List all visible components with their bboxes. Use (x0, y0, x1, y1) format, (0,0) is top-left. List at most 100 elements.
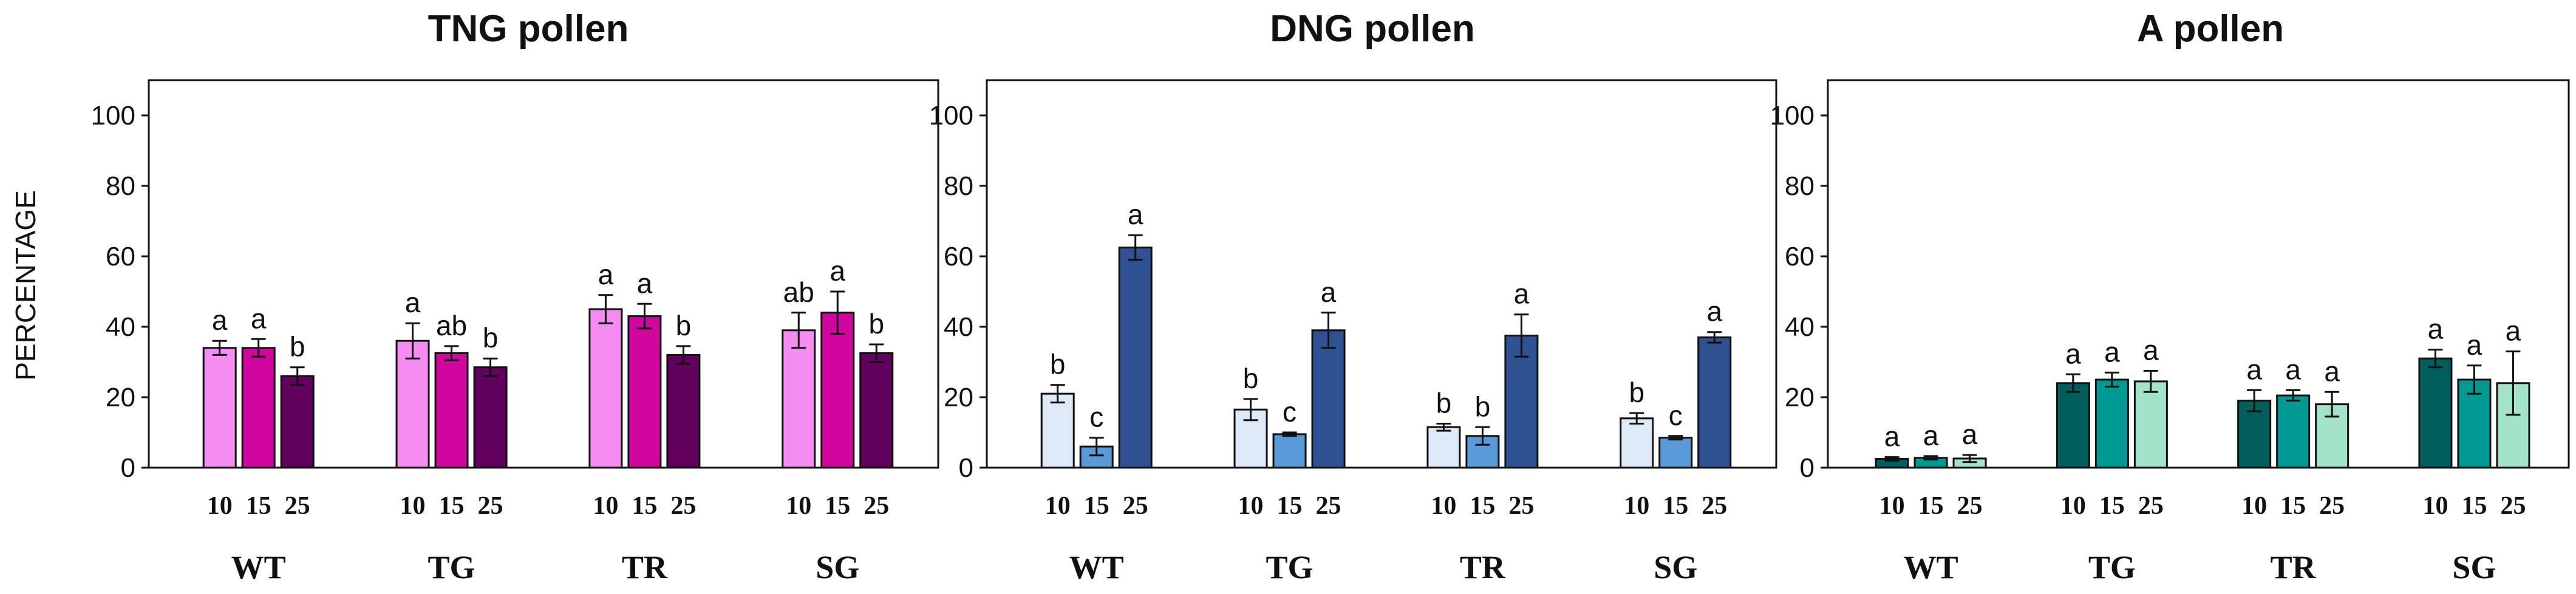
significance-letter: a (2324, 355, 2340, 387)
y-tick-label: 20 (944, 383, 973, 412)
y-tick-label: 60 (944, 242, 973, 271)
y-tick-label: 100 (929, 101, 973, 131)
bar-tr-15 (2276, 394, 2311, 469)
significance-letter: a (2506, 315, 2521, 347)
x-subcategory-label: 15 (246, 492, 271, 520)
significance-letter: b (1436, 387, 1452, 419)
x-group-label: TG (2088, 549, 2136, 585)
significance-letter: a (1923, 420, 1939, 451)
chart-title: TNG pollen (428, 8, 629, 50)
bar-tr-10 (1426, 426, 1461, 469)
x-subcategory-label: 15 (439, 492, 465, 520)
significance-letter: a (2065, 338, 2081, 369)
y-tick-label: 40 (106, 312, 135, 342)
y-axis-label: PERCENTAGE (10, 190, 41, 381)
bar-sg-10 (2418, 357, 2453, 469)
plot-frame (1827, 79, 2570, 469)
x-group-label: WT (231, 549, 286, 585)
bar-tr-10 (588, 308, 623, 469)
x-group-label: TR (622, 549, 668, 585)
y-tick-label: 100 (1770, 101, 1814, 131)
bar-wt-25 (280, 375, 315, 469)
x-subcategory-label: 25 (285, 492, 310, 520)
x-subcategory-label: 15 (1277, 492, 1303, 520)
x-subcategory-label: 15 (1470, 492, 1495, 520)
x-subcategory-label: 15 (1084, 492, 1109, 520)
significance-letter: b (1243, 363, 1259, 394)
y-tick-label: 60 (1785, 242, 1814, 271)
significance-letter: a (1514, 278, 1530, 310)
significance-letter: a (598, 259, 614, 290)
significance-letter: b (290, 331, 305, 363)
bar-tg-10 (395, 340, 430, 469)
significance-letter: a (2143, 335, 2159, 366)
plot-frame (986, 79, 1777, 469)
significance-letter: b (1475, 391, 1491, 422)
x-group-label: SG (1654, 549, 1697, 585)
y-tick-label: 20 (106, 383, 135, 412)
bar-tr-15 (627, 315, 662, 469)
bar-tr-25 (666, 353, 701, 469)
significance-letter: b (868, 308, 884, 340)
significance-letter: b (1050, 349, 1066, 380)
significance-letter: a (2104, 336, 2120, 367)
y-tick-label: 100 (91, 101, 135, 131)
significance-letter: a (2246, 353, 2262, 385)
bar-wt-15 (241, 347, 276, 469)
significance-letter: a (2467, 329, 2482, 361)
y-tick-label: 40 (1785, 312, 1814, 342)
significance-letter: a (637, 267, 653, 299)
significance-letter: a (1706, 296, 1722, 327)
significance-letter: b (676, 310, 692, 341)
x-group-label: WT (1069, 549, 1124, 585)
x-subcategory-label: 10 (2241, 492, 2267, 520)
bar-sg-25 (2496, 382, 2530, 469)
significance-letter: a (2428, 313, 2444, 345)
significance-letter: a (1962, 418, 1978, 450)
bar-tg-15 (1272, 433, 1307, 469)
x-subcategory-label: 15 (2280, 492, 2306, 520)
x-subcategory-label: 25 (478, 492, 503, 520)
significance-letter: b (1629, 377, 1644, 408)
significance-letter: a (2285, 353, 2301, 385)
bar-tg-25 (473, 366, 508, 469)
y-tick-label: 0 (1800, 453, 1814, 483)
significance-letter: c (1283, 396, 1297, 428)
y-tick-label: 40 (944, 312, 973, 342)
x-subcategory-label: 15 (2461, 492, 2487, 520)
x-subcategory-label: 25 (1123, 492, 1148, 520)
bar-wt-10 (1040, 392, 1075, 469)
bar-sg-25 (859, 352, 894, 469)
x-subcategory-label: 10 (1045, 492, 1071, 520)
chart-panels: TNG pollen020406080100a10a15b25WTa10ab15… (91, 8, 2570, 585)
significance-letter: a (1884, 421, 1900, 452)
x-subcategory-label: 25 (2138, 492, 2164, 520)
y-tick-label: 80 (1785, 171, 1814, 201)
significance-letter: a (830, 255, 845, 287)
x-subcategory-label: 15 (825, 492, 850, 520)
significance-letter: a (251, 302, 267, 334)
x-subcategory-label: 15 (1918, 492, 1944, 520)
x-subcategory-label: 10 (207, 492, 233, 520)
x-subcategory-label: 10 (593, 492, 618, 520)
significance-letter: a (212, 304, 228, 336)
x-group-label: SG (2452, 549, 2496, 585)
y-tick-label: 0 (121, 453, 135, 483)
x-subcategory-label: 10 (400, 492, 426, 520)
chart-panel-1: TNG pollen020406080100a10a15b25WTa10ab15… (91, 8, 939, 585)
y-tick-label: 20 (1785, 383, 1814, 412)
significance-letter: a (1128, 199, 1143, 230)
y-tick-label: 80 (106, 171, 135, 201)
x-subcategory-label: 25 (1316, 492, 1341, 520)
chart-panel-2: DNG pollen 0 20 40 60 80 100 b 10 c 15 a 25 WT b 10 c 15 a… (929, 8, 1777, 585)
chart-panel-3: A pollen 0 20 40 60 80 100 a 10 a 15 a 25 WT a 10 a 15 a 25… (1770, 8, 2570, 585)
x-subcategory-label: 10 (2422, 492, 2448, 520)
x-subcategory-label: 15 (1663, 492, 1688, 520)
x-subcategory-label: 10 (1879, 492, 1905, 520)
x-subcategory-label: 25 (1702, 492, 1727, 520)
significance-letter: a (405, 287, 421, 318)
significance-letter: b (483, 322, 499, 353)
bar-wt-10 (202, 347, 237, 469)
x-subcategory-label: 25 (2500, 492, 2526, 520)
